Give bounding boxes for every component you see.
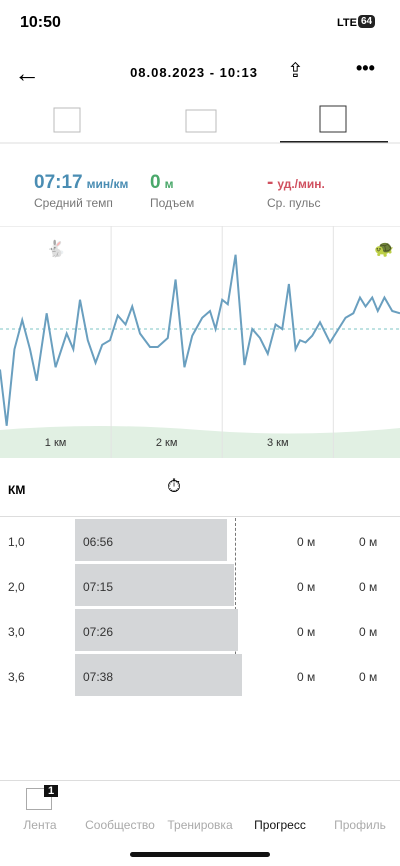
split-cell: 0 м [359, 670, 378, 684]
split-bar [75, 519, 228, 561]
split-row: 3,6 07:38 0 м 0 м [0, 654, 400, 700]
nav-item[interactable]: Прогресс [254, 818, 306, 832]
split-bar [75, 564, 234, 606]
split-cell: 06:56 [83, 535, 114, 549]
photo-tab[interactable] [185, 109, 217, 133]
split-cell: 1,0 [8, 535, 25, 549]
split-row: 1,0 06:56 0 м 0 м [0, 519, 400, 565]
split-cell: 0 м [297, 670, 316, 684]
share-button[interactable]: ⇪ [287, 60, 304, 82]
map-tab[interactable] [53, 107, 81, 133]
svg-text:🐢: 🐢 [374, 241, 394, 258]
svg-text:🐇: 🐇 [46, 239, 66, 258]
nav-item[interactable]: Лента [23, 818, 57, 832]
stat-label: Подъем [150, 196, 195, 210]
stat-value: 0 [150, 172, 161, 193]
timer-icon: ⏱ [167, 476, 182, 496]
split-cell: 0 м [297, 535, 316, 549]
split-cell: 07:38 [83, 670, 114, 684]
split-cell: 2,0 [8, 580, 25, 594]
badge: 1 [44, 785, 59, 797]
stat-unit: мин/км [86, 177, 129, 191]
header-title: 08.08.2023 - 10:13 [130, 65, 258, 80]
pace-line [0, 254, 400, 426]
nav-item[interactable]: Профиль [334, 818, 386, 832]
splits-header: КМ [8, 483, 26, 497]
x-tick-label: 2 км [156, 437, 178, 449]
time: 10:50 [20, 14, 61, 31]
x-tick-label: 3 км [267, 437, 289, 449]
network: LTE [337, 17, 357, 29]
elevation-area [0, 426, 400, 458]
stats-tab[interactable] [319, 105, 347, 133]
split-cell: 0 м [297, 625, 316, 639]
split-row: 3,0 07:26 0 м 0 м [0, 609, 400, 655]
x-tick-label: 1 км [45, 437, 67, 449]
split-cell: 07:15 [83, 580, 114, 594]
split-cell: 0 м [359, 580, 378, 594]
split-bar [75, 609, 238, 651]
stat-label: Ср. пульс [267, 196, 321, 210]
stat-value: 07:17 [34, 172, 83, 193]
split-cell: 0 м [297, 580, 316, 594]
tabs [0, 105, 400, 144]
stat-label: Средний темп [34, 196, 113, 210]
stat-unit: уд./мин. [277, 177, 325, 191]
more-button[interactable]: ••• [356, 58, 375, 78]
split-cell: 07:26 [83, 625, 114, 639]
stat-unit: м [164, 177, 174, 191]
split-cell: 3,6 [8, 670, 25, 684]
stat-value: - [267, 172, 274, 193]
nav-item[interactable]: Сообщество [85, 818, 155, 832]
stat: 07:17 мин/км [34, 172, 128, 194]
stat: - уд./мин. [267, 172, 325, 194]
battery: 64 [358, 15, 376, 28]
split-bar [75, 654, 243, 696]
split-cell: 0 м [359, 625, 378, 639]
split-cell: 0 м [359, 535, 378, 549]
pace-chart: 🐇 🐢 1 км 2 км 3 км [0, 226, 400, 458]
average-marker [234, 518, 236, 694]
nav-item[interactable]: Тренировка [167, 818, 233, 832]
split-cell: 3,0 [8, 625, 25, 639]
back-button[interactable]: ← [14, 58, 40, 88]
split-row: 2,0 07:15 0 м 0 м [0, 564, 400, 610]
